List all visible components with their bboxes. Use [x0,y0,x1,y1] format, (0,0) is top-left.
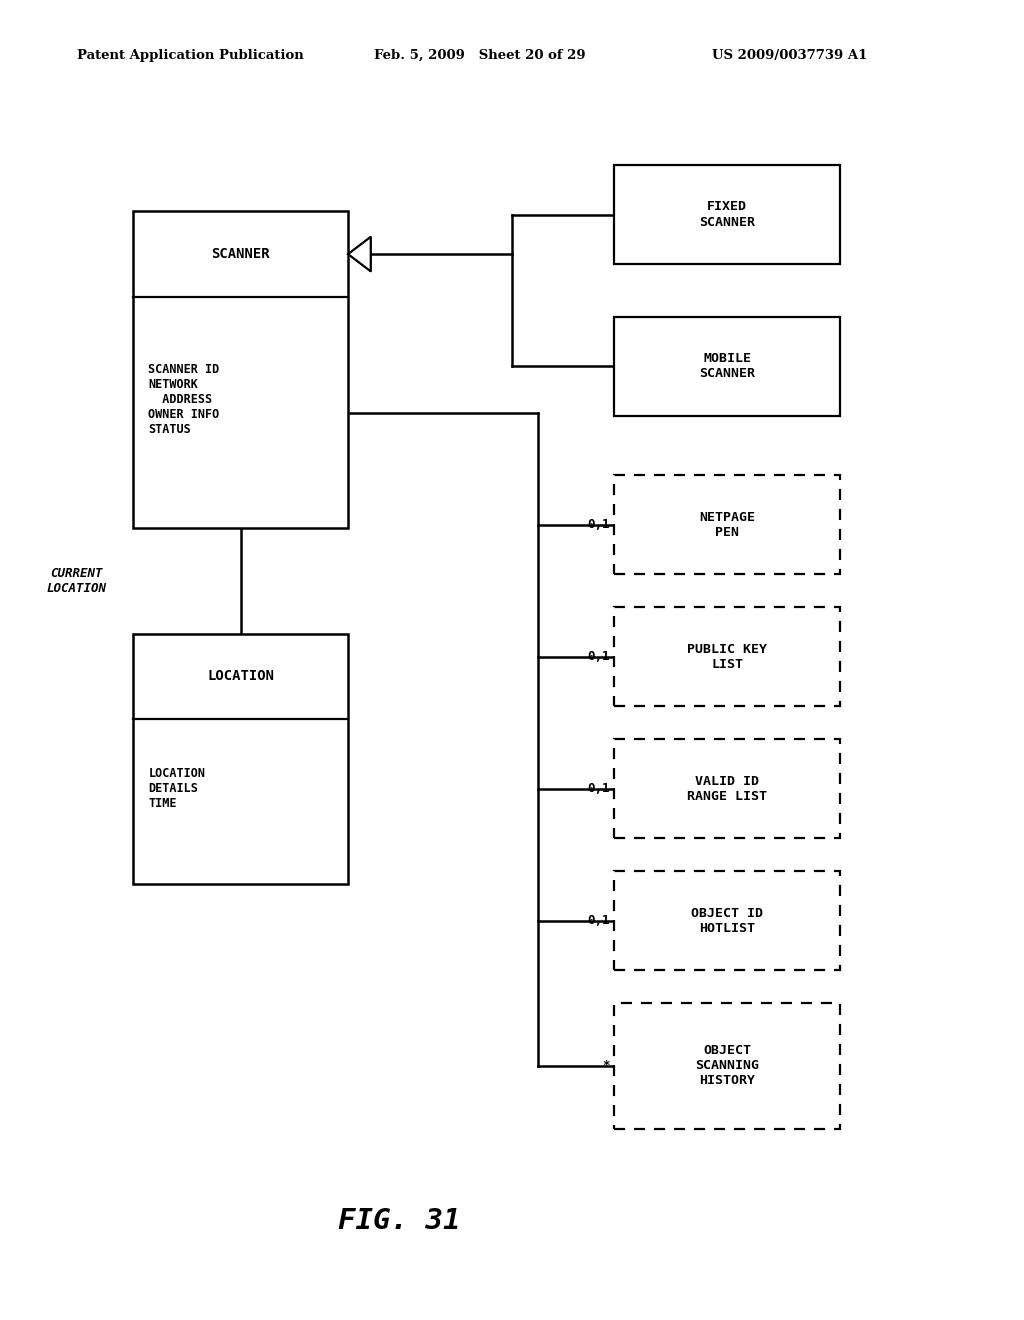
Bar [614,871,840,970]
Text: LOCATION
DETAILS
TIME: LOCATION DETAILS TIME [148,767,206,810]
Text: Patent Application Publication: Patent Application Publication [77,49,303,62]
Text: Feb. 5, 2009   Sheet 20 of 29: Feb. 5, 2009 Sheet 20 of 29 [374,49,586,62]
Text: FIG. 31: FIG. 31 [338,1206,461,1236]
Text: *: * [602,1060,609,1072]
Bar [614,475,840,574]
Bar [614,317,840,416]
Text: 0,1: 0,1 [587,519,609,531]
Text: VALID ID
RANGE LIST: VALID ID RANGE LIST [687,775,767,803]
Text: SCANNER ID
NETWORK
  ADDRESS
OWNER INFO
STATUS: SCANNER ID NETWORK ADDRESS OWNER INFO ST… [148,363,220,436]
Text: OBJECT ID
HOTLIST: OBJECT ID HOTLIST [691,907,763,935]
Text: MOBILE
SCANNER: MOBILE SCANNER [699,352,755,380]
Text: CURRENT
LOCATION: CURRENT LOCATION [47,566,106,595]
Polygon shape [348,238,371,272]
Bar [133,211,348,528]
Text: 0,1: 0,1 [587,651,609,663]
Bar [614,165,840,264]
Text: SCANNER: SCANNER [211,247,270,261]
Text: PUBLIC KEY
LIST: PUBLIC KEY LIST [687,643,767,671]
Bar [133,634,348,884]
Text: OBJECT
SCANNING
HISTORY: OBJECT SCANNING HISTORY [695,1044,759,1088]
Text: US 2009/0037739 A1: US 2009/0037739 A1 [712,49,867,62]
Text: FIXED
SCANNER: FIXED SCANNER [699,201,755,228]
Text: NETPAGE
PEN: NETPAGE PEN [699,511,755,539]
Bar [614,607,840,706]
Text: LOCATION: LOCATION [207,669,274,684]
Bar [614,1003,840,1129]
Text: 0,1: 0,1 [587,915,609,927]
Bar [614,739,840,838]
Text: 0,1: 0,1 [587,783,609,795]
